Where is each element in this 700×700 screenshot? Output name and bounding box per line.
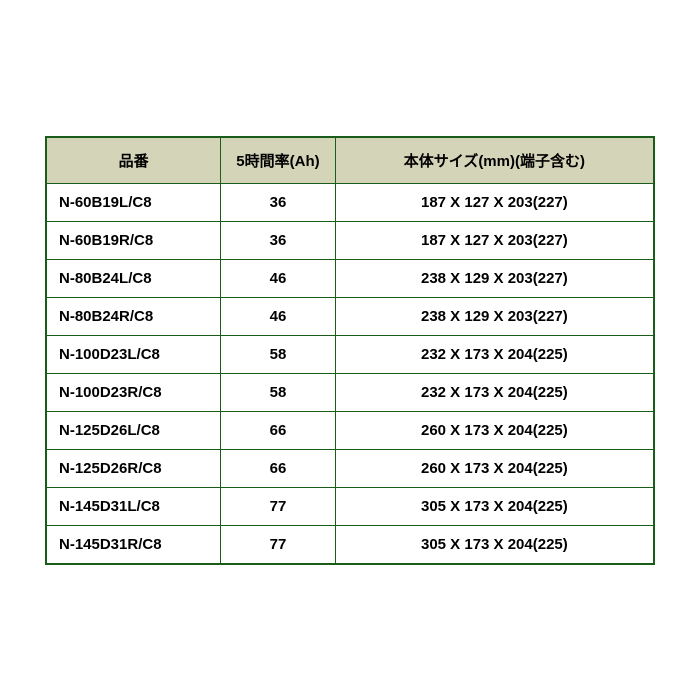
cell-size: 260 X 173 X 204(225) [335, 411, 654, 449]
table-header-row: 品番 5時間率(Ah) 本体サイズ(mm)(端子含む) [46, 137, 654, 184]
cell-size: 305 X 173 X 204(225) [335, 487, 654, 525]
cell-model: N-60B19L/C8 [46, 183, 221, 221]
cell-model: N-60B19R/C8 [46, 221, 221, 259]
table-header: 品番 5時間率(Ah) 本体サイズ(mm)(端子含む) [46, 137, 654, 184]
cell-size: 260 X 173 X 204(225) [335, 449, 654, 487]
table-row: N-80B24L/C8 46 238 X 129 X 203(227) [46, 259, 654, 297]
cell-capacity: 46 [221, 297, 336, 335]
cell-size: 187 X 127 X 203(227) [335, 221, 654, 259]
table-row: N-125D26L/C8 66 260 X 173 X 204(225) [46, 411, 654, 449]
table-row: N-125D26R/C8 66 260 X 173 X 204(225) [46, 449, 654, 487]
header-capacity: 5時間率(Ah) [221, 137, 336, 184]
table-row: N-60B19R/C8 36 187 X 127 X 203(227) [46, 221, 654, 259]
battery-spec-table: 品番 5時間率(Ah) 本体サイズ(mm)(端子含む) N-60B19L/C8 … [45, 136, 655, 565]
cell-model: N-145D31L/C8 [46, 487, 221, 525]
table-row: N-145D31L/C8 77 305 X 173 X 204(225) [46, 487, 654, 525]
cell-capacity: 58 [221, 373, 336, 411]
cell-model: N-145D31R/C8 [46, 525, 221, 564]
cell-size: 238 X 129 X 203(227) [335, 259, 654, 297]
cell-model: N-125D26L/C8 [46, 411, 221, 449]
cell-capacity: 66 [221, 411, 336, 449]
table-body: N-60B19L/C8 36 187 X 127 X 203(227) N-60… [46, 183, 654, 564]
table-row: N-145D31R/C8 77 305 X 173 X 204(225) [46, 525, 654, 564]
cell-capacity: 36 [221, 221, 336, 259]
cell-size: 232 X 173 X 204(225) [335, 335, 654, 373]
cell-capacity: 46 [221, 259, 336, 297]
cell-capacity: 36 [221, 183, 336, 221]
cell-model: N-100D23R/C8 [46, 373, 221, 411]
cell-size: 238 X 129 X 203(227) [335, 297, 654, 335]
table-row: N-100D23L/C8 58 232 X 173 X 204(225) [46, 335, 654, 373]
cell-capacity: 58 [221, 335, 336, 373]
table-row: N-80B24R/C8 46 238 X 129 X 203(227) [46, 297, 654, 335]
cell-size: 232 X 173 X 204(225) [335, 373, 654, 411]
battery-spec-table-container: 品番 5時間率(Ah) 本体サイズ(mm)(端子含む) N-60B19L/C8 … [45, 136, 655, 565]
table-row: N-100D23R/C8 58 232 X 173 X 204(225) [46, 373, 654, 411]
cell-model: N-100D23L/C8 [46, 335, 221, 373]
cell-size: 305 X 173 X 204(225) [335, 525, 654, 564]
cell-capacity: 77 [221, 487, 336, 525]
cell-size: 187 X 127 X 203(227) [335, 183, 654, 221]
cell-capacity: 77 [221, 525, 336, 564]
cell-capacity: 66 [221, 449, 336, 487]
cell-model: N-80B24L/C8 [46, 259, 221, 297]
cell-model: N-80B24R/C8 [46, 297, 221, 335]
header-model: 品番 [46, 137, 221, 184]
header-size: 本体サイズ(mm)(端子含む) [335, 137, 654, 184]
table-row: N-60B19L/C8 36 187 X 127 X 203(227) [46, 183, 654, 221]
cell-model: N-125D26R/C8 [46, 449, 221, 487]
